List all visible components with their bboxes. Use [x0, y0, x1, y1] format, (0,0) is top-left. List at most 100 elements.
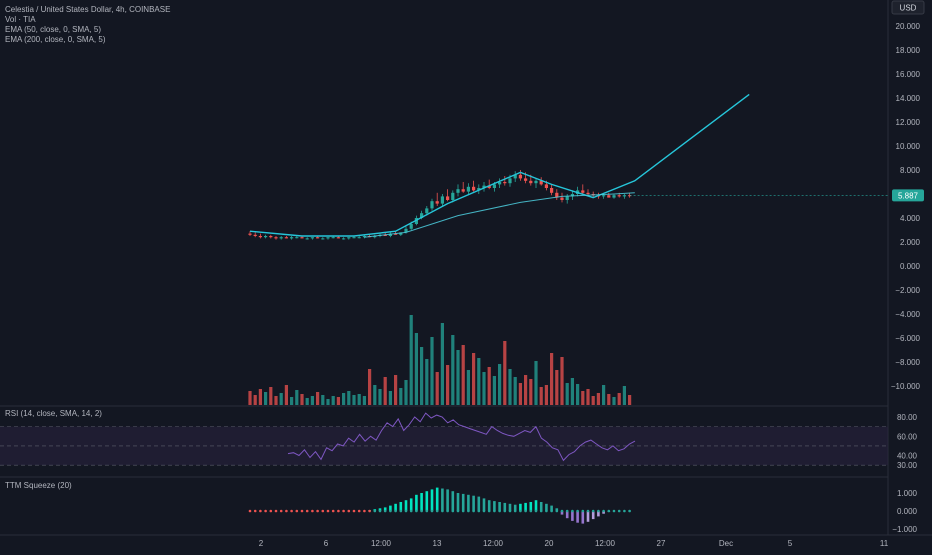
candle-body	[414, 218, 418, 224]
ema50-legend[interactable]: EMA (50, close, 0, SMA, 5)	[5, 25, 101, 34]
squeeze-bar	[503, 502, 507, 511]
candle-body	[279, 237, 283, 239]
volume-bar	[368, 369, 372, 405]
squeeze-bar	[555, 508, 559, 511]
candle-body	[550, 188, 554, 193]
squeeze-dot	[498, 509, 501, 513]
time-tick-label: 20	[545, 539, 554, 548]
squeeze-bar	[461, 493, 465, 511]
squeeze-bar	[565, 511, 569, 519]
volume-bar	[617, 393, 621, 405]
candle-body	[394, 233, 398, 235]
volume-legend[interactable]: Vol · TIA	[5, 15, 36, 24]
price-tick-label: 10.000	[896, 142, 921, 151]
squeeze-bar	[451, 491, 455, 511]
volume-bar	[435, 372, 439, 405]
squeeze-bar	[435, 487, 439, 511]
candle-body	[388, 233, 392, 236]
time-tick-label: 6	[324, 539, 329, 548]
squeeze-dot	[274, 509, 278, 513]
volume-bar	[446, 365, 450, 405]
squeeze-dot	[591, 509, 595, 513]
volume-bar	[362, 396, 366, 405]
time-tick-label: 5	[788, 539, 793, 548]
squeeze-dot	[441, 509, 444, 513]
squeeze-dot	[623, 509, 626, 513]
squeeze-dot	[545, 509, 548, 513]
price-tick-label: 2.000	[900, 238, 921, 247]
candle-body	[472, 186, 476, 191]
squeeze-bar	[404, 500, 408, 511]
currency-button[interactable]	[891, 0, 925, 15]
symbol-title: Celestia / United States Dollar, 4h, COI…	[5, 5, 170, 14]
ema-lines	[249, 93, 888, 238]
volume-bar	[279, 393, 283, 405]
squeeze-dot	[539, 509, 543, 513]
candle-body	[430, 201, 434, 209]
candle-body	[435, 201, 439, 204]
volume-bar	[274, 396, 278, 405]
candle-body	[399, 232, 403, 235]
candle-body	[503, 182, 507, 184]
price-tick-label: −6.000	[895, 334, 920, 343]
ema200-legend[interactable]: EMA (200, close, 0, SMA, 5)	[5, 35, 106, 44]
rsi-line-group	[287, 412, 636, 462]
candle-body	[347, 237, 351, 239]
squeeze-dot	[357, 509, 361, 513]
squeeze-bar	[420, 493, 423, 511]
candle-body	[420, 213, 424, 218]
squeeze-bar	[425, 491, 429, 511]
squeeze-dot	[399, 509, 403, 513]
candle-body	[342, 238, 346, 240]
squeeze-bar	[534, 500, 538, 511]
candle-body	[617, 195, 621, 197]
squeeze-dot	[493, 509, 496, 513]
candle-body	[352, 237, 356, 239]
candle-body	[295, 237, 299, 239]
squeeze-dot	[305, 509, 309, 513]
price-tick-label: 16.000	[896, 70, 921, 79]
squeeze-bar	[482, 498, 486, 511]
squeeze-dot	[378, 509, 382, 513]
price-axis[interactable]: 20.000 18.000 16.000 14.000 12.000 10.000 8.00…	[891, 22, 921, 534]
volume-bar	[628, 395, 632, 405]
squeeze-dot	[259, 509, 262, 513]
squeeze-legend[interactable]: TTM Squeeze (20)	[5, 481, 72, 490]
volume-bar	[264, 392, 268, 405]
price-tick-label: −4.000	[895, 310, 920, 319]
squeeze-dot	[253, 509, 257, 513]
squeeze-dot	[290, 509, 293, 513]
candle-body	[321, 238, 325, 240]
price-tick-label: 14.000	[896, 94, 921, 103]
candle-body	[544, 184, 548, 188]
time-tick-label: 12:00	[371, 539, 392, 548]
rsi-legend[interactable]: RSI (14, close, SMA, 14, 2)	[5, 409, 102, 418]
time-axis[interactable]: 2 6 12:00 13 12:00 20 12:00 27 Dec 5 11	[259, 539, 889, 548]
volume-bar	[451, 335, 455, 405]
candle-body	[451, 192, 455, 200]
candle-body	[560, 197, 564, 200]
volume-bar	[352, 395, 356, 405]
squeeze-dot	[487, 509, 491, 513]
squeeze-bar	[467, 494, 470, 511]
candle-body	[508, 178, 512, 184]
candle-body	[524, 178, 528, 181]
candle-body	[622, 195, 626, 197]
time-tick-label: 12:00	[595, 539, 616, 548]
candle-body	[264, 236, 268, 238]
squeeze-bar	[602, 511, 605, 514]
squeeze-bar	[415, 494, 418, 511]
price-tick-label: 20.000	[896, 22, 921, 31]
squeeze-bar	[529, 502, 533, 511]
squeeze-dot	[337, 509, 340, 513]
volume-bar	[596, 393, 600, 405]
squeeze-bar	[472, 495, 475, 511]
volume-bar	[399, 388, 403, 405]
volume-bar	[466, 370, 470, 405]
time-tick-label: 11	[880, 539, 889, 548]
squeeze-dot	[394, 509, 397, 513]
candle-body	[482, 185, 486, 188]
volume-bar	[539, 387, 543, 405]
